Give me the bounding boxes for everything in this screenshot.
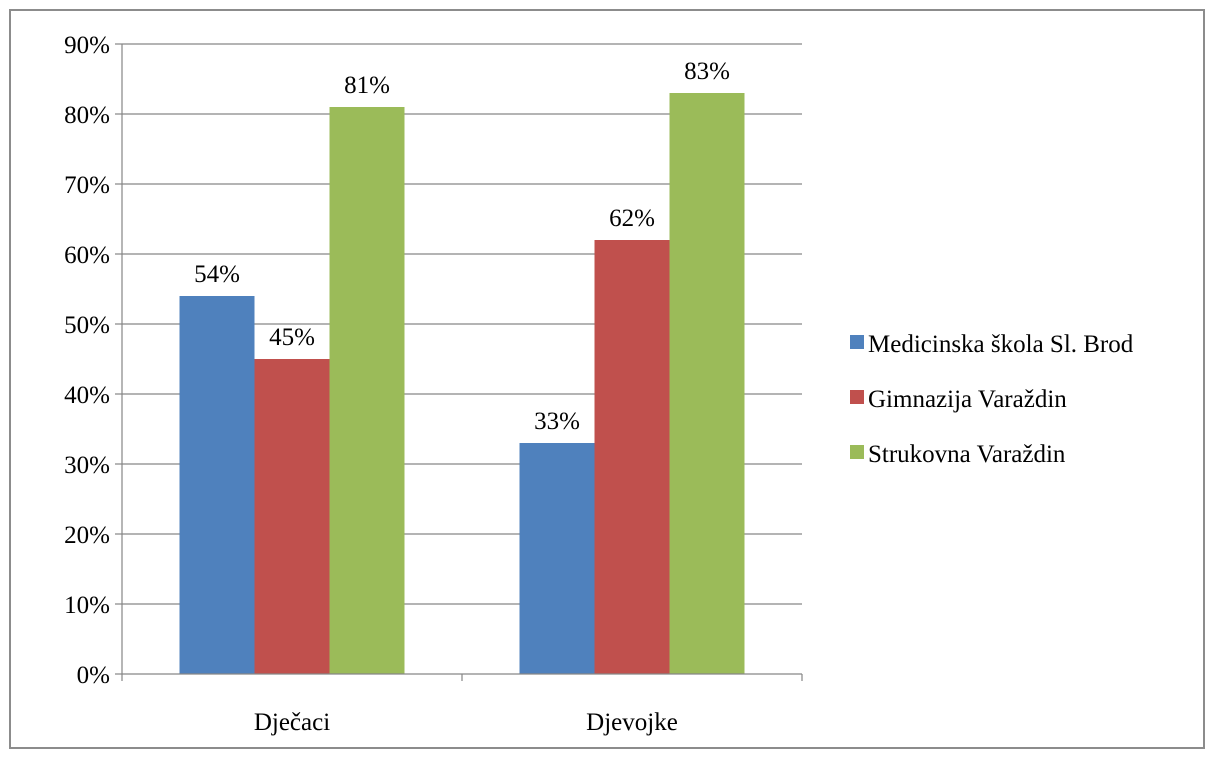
bar-2-2 bbox=[594, 240, 670, 674]
data-label: 62% bbox=[609, 205, 655, 232]
data-label: 81% bbox=[344, 72, 390, 99]
y-tick-label: 40% bbox=[64, 382, 110, 409]
bar-1-2 bbox=[254, 359, 330, 674]
bars bbox=[179, 93, 745, 674]
legend-label: Gimnazija Varaždin bbox=[868, 386, 1067, 413]
bar-1-3 bbox=[329, 107, 405, 674]
data-label: 33% bbox=[534, 408, 580, 435]
category-label: Djevojke bbox=[586, 709, 678, 736]
y-tick-label: 70% bbox=[64, 172, 110, 199]
y-tick-label: 20% bbox=[64, 522, 110, 549]
legend: Medicinska škola Sl. Brod Gimnazija Varaž… bbox=[850, 331, 1134, 468]
legend-label: Medicinska škola Sl. Brod bbox=[868, 331, 1134, 358]
y-tick-label: 10% bbox=[64, 592, 110, 619]
bar-2-1 bbox=[519, 443, 595, 674]
bar-1-1 bbox=[179, 296, 255, 674]
data-label: 83% bbox=[684, 58, 730, 85]
y-tick-label: 60% bbox=[64, 242, 110, 269]
data-label: 54% bbox=[194, 261, 240, 288]
y-tick-label: 0% bbox=[77, 662, 110, 689]
y-tick-label: 90% bbox=[64, 32, 110, 59]
legend-swatch bbox=[850, 335, 864, 349]
axes bbox=[115, 43, 803, 681]
category-label: Dječaci bbox=[254, 709, 330, 736]
y-tick-label: 30% bbox=[64, 452, 110, 479]
bar-2-3 bbox=[669, 93, 745, 674]
y-tick-label: 80% bbox=[64, 102, 110, 129]
data-label: 45% bbox=[269, 324, 315, 351]
labels: 0% 10% 20% 30% 40% 50% 60% 70% 80% 90% 54% 33% 45% 62… bbox=[64, 32, 730, 736]
y-tick-label: 50% bbox=[64, 312, 110, 339]
legend-swatch bbox=[850, 390, 864, 404]
legend-label: Strukovna Varaždin bbox=[868, 441, 1066, 468]
legend-swatch bbox=[850, 445, 864, 459]
